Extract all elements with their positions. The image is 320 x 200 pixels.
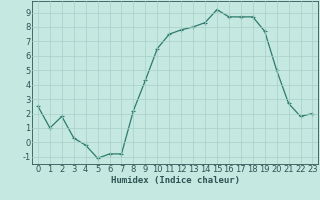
X-axis label: Humidex (Indice chaleur): Humidex (Indice chaleur) <box>111 176 240 185</box>
